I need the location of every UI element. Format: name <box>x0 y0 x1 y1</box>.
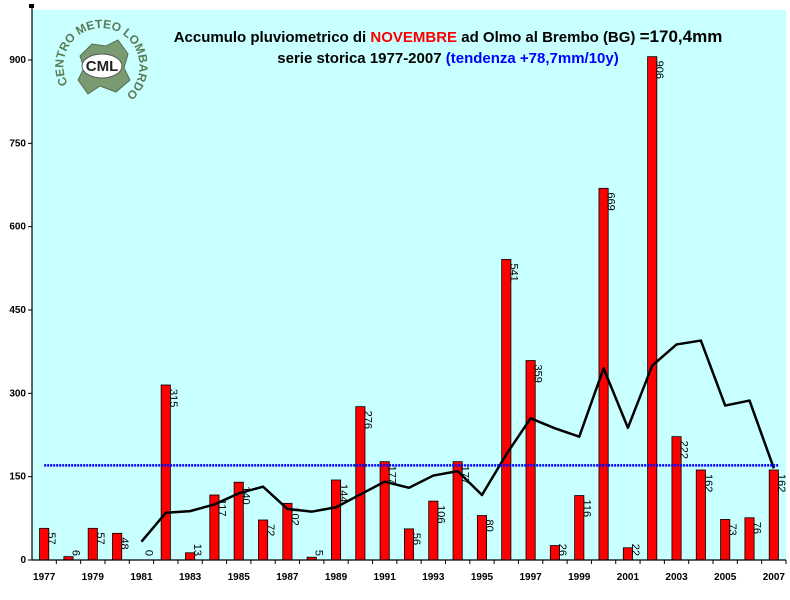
data-label: 56 <box>410 533 422 545</box>
data-label: 106 <box>434 505 446 523</box>
data-label: 116 <box>580 500 592 518</box>
x-tick-label: 1987 <box>276 572 299 583</box>
data-label: 315 <box>167 389 179 407</box>
data-label: 57 <box>94 532 106 544</box>
x-tick-label: 1997 <box>519 572 542 583</box>
data-label: 359 <box>532 365 544 383</box>
bar <box>160 384 171 561</box>
moving-average-line <box>140 339 776 543</box>
x-tick-label: 1985 <box>228 572 251 583</box>
data-label: 222 <box>678 441 690 459</box>
x-tick-label: 1979 <box>82 572 105 583</box>
data-label: 26 <box>556 544 568 556</box>
title-part2: ad Olmo al Brembo (BG) <box>457 29 640 46</box>
x-tick-label: 2001 <box>617 572 640 583</box>
data-label: 0 <box>142 550 154 556</box>
y-tick-label: 900 <box>9 55 26 66</box>
data-label: 76 <box>751 522 763 534</box>
x-tick-label: 1981 <box>130 572 153 583</box>
y-tick-label: 750 <box>9 138 26 149</box>
data-label: 117 <box>215 499 227 517</box>
x-tick-label: 1993 <box>422 572 445 583</box>
x-tick-label: 1999 <box>568 572 591 583</box>
y-tick-label: 0 <box>20 555 26 566</box>
subtitle-trend: (tendenza +78,7mm/10y) <box>446 50 619 67</box>
y-tick-label: 300 <box>9 388 26 399</box>
data-label: 22 <box>629 544 641 556</box>
y-tick-label: 450 <box>9 305 26 316</box>
data-label: 177 <box>386 466 398 484</box>
data-labels-layer: 57 6 57 48 0 315 13 117 140 72 102 5 144 276 177 56 106 1… <box>45 61 787 556</box>
chart-title: Accumulo pluviometrico di NOVEMBRE ad Ol… <box>174 27 723 46</box>
data-label: 162 <box>775 474 787 492</box>
data-label: 162 <box>702 474 714 492</box>
data-label: 73 <box>726 523 738 535</box>
x-tick-label: 2007 <box>763 572 786 583</box>
data-label: 144 <box>337 484 349 502</box>
bar <box>525 360 536 561</box>
data-label: 906 <box>653 61 665 79</box>
plot-area <box>32 10 786 560</box>
axes-layer: 0 150 300 450 600 750 900 1977 1979 1981 1983 1985 1… <box>9 4 787 583</box>
data-label: 6 <box>69 550 81 556</box>
data-label: 5 <box>313 550 325 556</box>
cml-badge-text: CML <box>86 58 119 75</box>
data-label: 80 <box>483 520 495 532</box>
data-label: 48 <box>118 537 130 549</box>
data-label: 102 <box>288 507 300 525</box>
data-label: 541 <box>507 263 519 281</box>
cml-badge-bg <box>81 53 123 79</box>
data-label: 276 <box>361 411 373 429</box>
bar <box>647 56 658 561</box>
y-tick-label: 150 <box>9 472 26 483</box>
data-label: 669 <box>605 192 617 210</box>
axis-arrow-mark <box>29 4 34 8</box>
chart-subtitle: serie storica 1977-2007 (tendenza +78,7m… <box>277 50 618 67</box>
x-tick-label: 1983 <box>179 572 202 583</box>
x-tick-label: 1977 <box>33 572 56 583</box>
title-total: =170,4mm <box>640 27 723 46</box>
bar <box>501 259 512 561</box>
data-label: 57 <box>45 532 57 544</box>
bar <box>355 406 366 561</box>
x-tick-label: 1989 <box>325 572 348 583</box>
data-label: 140 <box>240 486 252 504</box>
subtitle-series: serie storica 1977-2007 <box>277 50 445 67</box>
x-tick-label: 2005 <box>714 572 737 583</box>
x-tick-label: 1995 <box>471 572 494 583</box>
y-tick-label: 600 <box>9 222 26 233</box>
moving-average-layer <box>140 339 776 543</box>
x-tick-label: 1991 <box>374 572 397 583</box>
title-part1: Accumulo pluviometrico di <box>174 29 371 46</box>
title-month: NOVEMBRE <box>370 29 457 46</box>
data-label: 72 <box>264 524 276 536</box>
data-label: 177 <box>459 466 471 484</box>
data-label: 13 <box>191 544 203 556</box>
x-tick-label: 2003 <box>665 572 688 583</box>
